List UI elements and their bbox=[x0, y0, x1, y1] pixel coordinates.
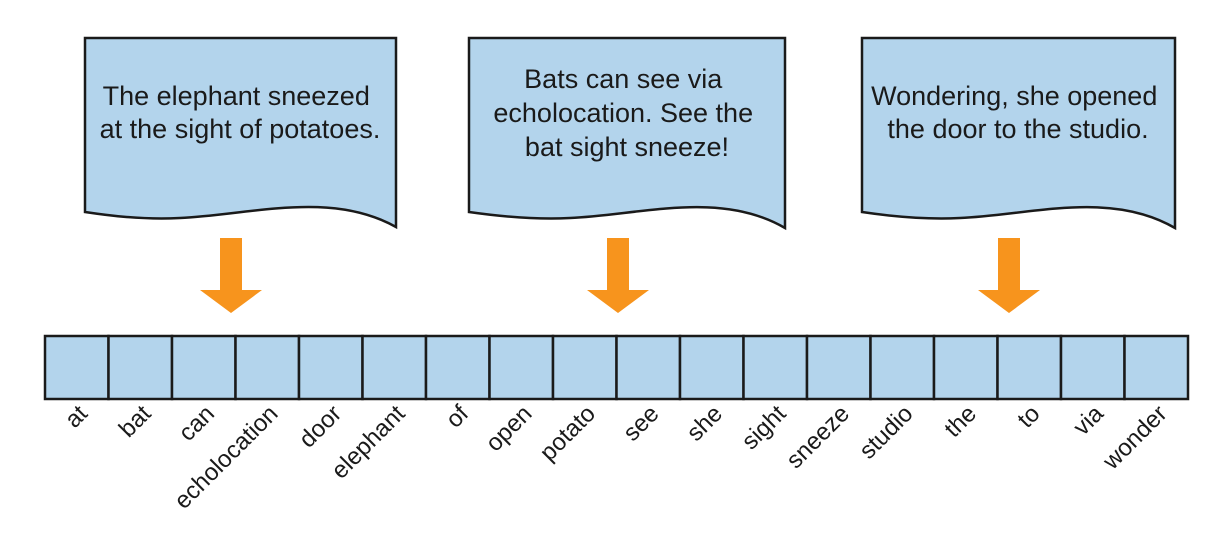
vocab-label-see: see bbox=[618, 400, 664, 446]
vocab-label-via: via bbox=[1068, 400, 1109, 441]
vocabulary-vector bbox=[43, 334, 1190, 401]
vector-cell-wonder bbox=[1123, 334, 1190, 401]
document-1: The elephant sneezed at the sight of pot… bbox=[83, 36, 398, 230]
document-3-line-1: Wondering, she opened bbox=[871, 81, 1157, 111]
vector-cell-bat bbox=[107, 334, 174, 401]
vector-cell-sight bbox=[742, 334, 809, 401]
vector-cell-studio bbox=[869, 334, 936, 401]
document-2: Bats can see via echolocation. See the b… bbox=[467, 36, 787, 231]
vector-cell-via bbox=[1059, 334, 1126, 401]
vector-cell-open bbox=[488, 334, 555, 401]
document-2-shape bbox=[467, 36, 787, 231]
down-arrow-icon bbox=[587, 238, 649, 313]
vector-cell-potato bbox=[551, 334, 618, 401]
vocab-label-door: door bbox=[294, 400, 347, 453]
document-1-shape bbox=[83, 36, 398, 230]
down-arrow-icon bbox=[200, 238, 262, 313]
vocab-label-can: can bbox=[174, 400, 220, 446]
document-3-text: Wondering, she opened the door to the st… bbox=[871, 81, 1165, 144]
vocab-label-studio: studio bbox=[854, 400, 918, 464]
vector-cell-to bbox=[996, 334, 1063, 401]
vector-cell-sneeze bbox=[805, 334, 872, 401]
vector-cell-can bbox=[170, 334, 237, 401]
vector-cell-door bbox=[297, 334, 364, 401]
document-1-text: The elephant sneezed at the sight of pot… bbox=[100, 81, 381, 144]
vocab-label-at: at bbox=[60, 400, 93, 433]
vector-cell-see bbox=[615, 334, 682, 401]
vocab-label-sneeze: sneeze bbox=[781, 400, 855, 474]
document-2-line-2: echolocation. See the bbox=[493, 98, 753, 128]
document-1-line-1: The elephant sneezed bbox=[103, 81, 370, 111]
document-3-line-2: the door to the studio. bbox=[887, 114, 1148, 144]
document-2-line-3: bat sight sneeze! bbox=[525, 132, 729, 162]
vocab-label-wonder: wonder bbox=[1097, 400, 1172, 475]
vocab-label-of: of bbox=[441, 400, 474, 433]
document-3-shape bbox=[860, 36, 1177, 231]
document-1-line-2: at the sight of potatoes. bbox=[100, 114, 381, 144]
vocab-label-potato: potato bbox=[535, 400, 601, 466]
vocab-label-sight: sight bbox=[737, 400, 792, 455]
vector-cell-elephant bbox=[361, 334, 428, 401]
document-3: Wondering, she opened the door to the st… bbox=[860, 36, 1177, 231]
vocab-label-she: she bbox=[682, 400, 728, 446]
vector-cell-the bbox=[932, 334, 999, 401]
vocab-label-the: the bbox=[939, 400, 982, 443]
document-2-line-1: Bats can see via bbox=[524, 64, 723, 94]
down-arrow-icon bbox=[978, 238, 1040, 313]
vocab-label-bat: bat bbox=[114, 400, 157, 443]
vector-cell-of bbox=[424, 334, 491, 401]
vector-cell-echolocation bbox=[234, 334, 301, 401]
document-2-text: Bats can see via echolocation. See the b… bbox=[493, 64, 760, 162]
vector-cell-at bbox=[43, 334, 110, 401]
vocab-label-open: open bbox=[481, 400, 538, 457]
vocab-label-to: to bbox=[1012, 400, 1045, 433]
vector-cell-she bbox=[678, 334, 745, 401]
